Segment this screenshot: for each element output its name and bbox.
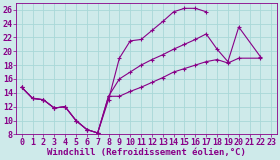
X-axis label: Windchill (Refroidissement éolien,°C): Windchill (Refroidissement éolien,°C) [47,148,246,157]
